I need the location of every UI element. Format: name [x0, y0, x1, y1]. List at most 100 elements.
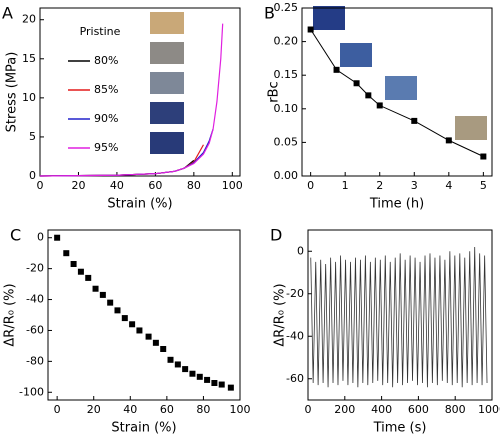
plot-frame [307, 229, 493, 401]
y-tick-label: -20 [286, 287, 304, 300]
y-tick-label: 0 [29, 169, 36, 182]
x-axis-label: Strain (%) [107, 197, 172, 212]
photo [150, 42, 184, 64]
data-line [310, 246, 488, 388]
marker [204, 376, 211, 383]
panel: C 0 -20 -40 -60 -80 -100 0 20 40 60 80 100 Strain (%)… [3, 226, 251, 436]
photo [340, 43, 372, 67]
x-tick-label: 80 [187, 179, 201, 192]
photo [150, 102, 184, 124]
x-tick-label: 1 [342, 179, 349, 192]
plot-frame [47, 229, 241, 401]
sample-photos [150, 6, 487, 154]
marker [70, 261, 77, 267]
y-tick-label: 5 [29, 130, 36, 143]
marker [107, 299, 114, 306]
panel-label: C [10, 226, 21, 245]
x-tick-label: 0 [305, 403, 312, 416]
y-axis-label: rBc [267, 81, 282, 102]
x-tick-label: 100 [222, 179, 243, 192]
photo [455, 116, 487, 140]
marker [92, 285, 99, 292]
marker [307, 26, 314, 33]
x-tick-label: 60 [148, 179, 162, 192]
x-tick-label: 0 [54, 403, 61, 416]
photo [385, 76, 417, 100]
y-tick-label: 20 [22, 13, 36, 26]
y-tick-label: -20 [26, 262, 44, 275]
marker [167, 356, 174, 363]
marker [129, 321, 136, 328]
x-tick-label: 4 [445, 179, 452, 192]
marker [160, 346, 167, 352]
marker [121, 315, 128, 322]
marker [99, 291, 106, 298]
marker [211, 380, 218, 386]
x-tick-label: 0 [37, 179, 44, 192]
y-tick-label: 15 [22, 52, 36, 65]
panel-label: A [2, 4, 13, 23]
data-line [310, 29, 484, 157]
marker [174, 361, 181, 368]
photo [313, 6, 345, 30]
x-tick-label: 40 [123, 403, 137, 416]
data-line [39, 23, 224, 177]
marker [63, 250, 70, 257]
x-tick-label: 20 [71, 179, 85, 192]
marker [114, 307, 121, 314]
marker [145, 333, 152, 340]
y-tick-label: 0 [37, 231, 44, 244]
x-tick-label: 80 [196, 403, 210, 416]
y-axis-label: ΔR/R₀ (%) [273, 283, 288, 346]
x-tick-label: 600 [408, 403, 429, 416]
panel: B 0.00 0.05 0.10 0.15 0.20 0.25 0 1 2 3 4 5 Time (h) r… [264, 1, 493, 212]
y-tick-label: 0.15 [274, 68, 299, 81]
y-tick-label: 0.00 [274, 169, 299, 182]
x-axis-label: Strain (%) [111, 421, 176, 436]
marker [136, 327, 143, 334]
marker [182, 366, 189, 373]
annotation: Pristine [80, 25, 121, 38]
data-line [39, 128, 214, 177]
marker [218, 381, 225, 388]
y-tick-label: -60 [286, 372, 304, 385]
y-tick-label: 0.20 [274, 35, 299, 48]
marker [54, 234, 61, 241]
legend-label: 85% [94, 83, 118, 96]
y-tick-label: 0 [297, 244, 304, 257]
marker [445, 137, 452, 144]
marker [77, 268, 84, 275]
y-axis-label: ΔR/R₀ (%) [3, 283, 18, 346]
marker [85, 274, 92, 281]
panel-label: D [270, 226, 282, 245]
marker [189, 370, 196, 377]
x-tick-label: 100 [230, 403, 251, 416]
legend-label: 90% [94, 112, 118, 125]
legend-label: 80% [94, 54, 118, 67]
legend-label: 95% [94, 141, 118, 154]
y-tick-label: 10 [22, 91, 36, 104]
y-tick-label: -40 [286, 329, 304, 342]
y-axis-label: Stress (MPa) [5, 52, 20, 133]
x-tick-label: 800 [445, 403, 466, 416]
y-tick-label: 0.10 [274, 102, 299, 115]
x-tick-label: 400 [371, 403, 392, 416]
marker [353, 80, 360, 87]
x-tick-label: 60 [160, 403, 174, 416]
marker [411, 117, 418, 124]
x-tick-label: 3 [411, 179, 418, 192]
photo [150, 12, 184, 34]
marker [227, 384, 234, 391]
x-tick-label: 40 [110, 179, 124, 192]
photo [150, 72, 184, 94]
marker [333, 66, 340, 73]
marker [480, 153, 487, 160]
x-tick-label: 2 [376, 179, 383, 192]
plot-frame [39, 7, 241, 177]
panel-label: B [264, 4, 275, 23]
marker [152, 339, 159, 346]
photo [150, 132, 184, 154]
